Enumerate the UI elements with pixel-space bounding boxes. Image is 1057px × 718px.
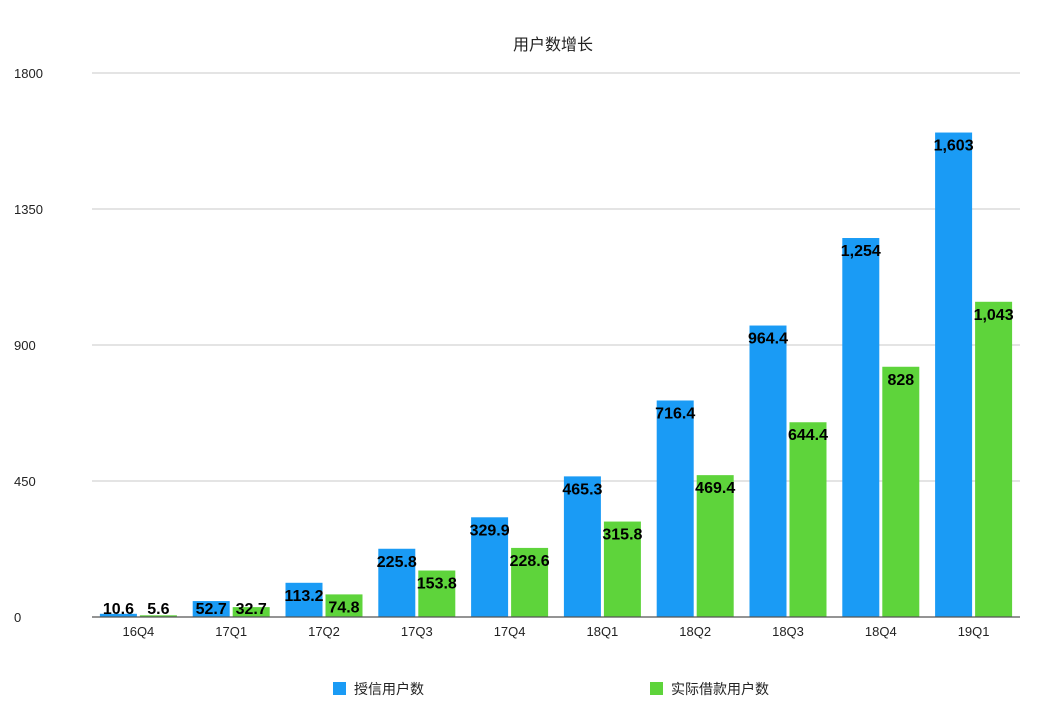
y-tick-label: 450 [14,474,36,489]
legend: 授信用户数 实际借款用户数 [333,681,769,697]
data-label: 1,603 [934,138,974,155]
bar-borrow-17Q2 [325,594,363,617]
bar-credit-18Q4 [842,238,880,617]
y-tick-label: 1350 [14,202,43,217]
bar-borrow-18Q1 [603,521,641,617]
data-label: 964.4 [748,331,788,348]
data-label: 1,043 [974,307,1014,324]
data-label: 644.4 [788,427,828,444]
bar-borrow-18Q4 [882,366,920,617]
data-label: 113.2 [284,588,323,605]
data-label: 329.9 [470,522,510,539]
bar-credit-17Q4 [471,517,509,617]
bar-credit-19Q1 [935,132,973,617]
data-label: 469.4 [695,480,735,497]
data-label: 52.7 [196,601,227,618]
legend-label: 授信用户数 [354,681,424,697]
x-tick-label: 18Q3 [772,624,804,639]
legend-swatch [650,682,663,695]
bar-credit-18Q2 [656,400,694,617]
legend-label: 实际借款用户数 [671,681,769,697]
data-label: 153.8 [417,576,457,593]
x-tick-label: 16Q4 [122,624,154,639]
bar-borrow-19Q1 [975,301,1013,617]
bar-borrow-17Q1 [232,607,270,617]
data-label: 315.8 [602,527,642,544]
bar-credit-16Q4 [99,613,137,617]
data-label: 228.6 [510,553,550,570]
bar-credit-17Q1 [192,601,230,617]
data-label: 716.4 [655,405,695,422]
data-label: 5.6 [147,601,169,618]
x-tick-label: 19Q1 [958,624,990,639]
bar-credit-17Q3 [378,548,416,617]
bars [99,132,1013,617]
bar-credit-17Q2 [285,582,323,617]
legend-swatch [333,682,346,695]
bar-borrow-18Q2 [696,475,734,617]
y-tick-label: 900 [14,338,36,353]
data-label: 10.6 [103,601,134,618]
data-label: 225.8 [377,554,417,571]
bar-credit-18Q1 [563,476,601,617]
x-tick-label: 17Q2 [308,624,340,639]
gridlines [92,72,1020,482]
x-tick-label: 18Q4 [865,624,897,639]
data-label: 32.7 [236,601,267,618]
bar-borrow-16Q4 [139,615,177,617]
x-tick-label: 17Q4 [494,624,526,639]
data-label: 1,254 [841,243,881,260]
x-tick-label: 17Q3 [401,624,433,639]
bar-borrow-17Q4 [511,547,549,617]
bar-borrow-18Q3 [789,422,827,617]
data-label: 465.3 [562,481,602,498]
y-axis-tick-labels: 0 450 900 1350 1800 [14,66,43,625]
x-tick-label: 18Q1 [586,624,618,639]
y-tick-label: 1800 [14,66,43,81]
chart-title: 用户数增长 [513,36,593,54]
y-tick-label: 0 [14,610,21,625]
x-tick-label: 18Q2 [679,624,711,639]
data-label: 828 [887,372,914,389]
x-tick-label: 17Q1 [215,624,247,639]
bar-credit-18Q3 [749,325,787,617]
data-label: 74.8 [328,599,359,616]
x-axis-tick-labels: 16Q4 17Q1 17Q2 17Q3 17Q4 18Q1 18Q2 18Q3 18Q4 19Q1 [122,624,989,639]
bar-borrow-17Q3 [418,570,456,617]
